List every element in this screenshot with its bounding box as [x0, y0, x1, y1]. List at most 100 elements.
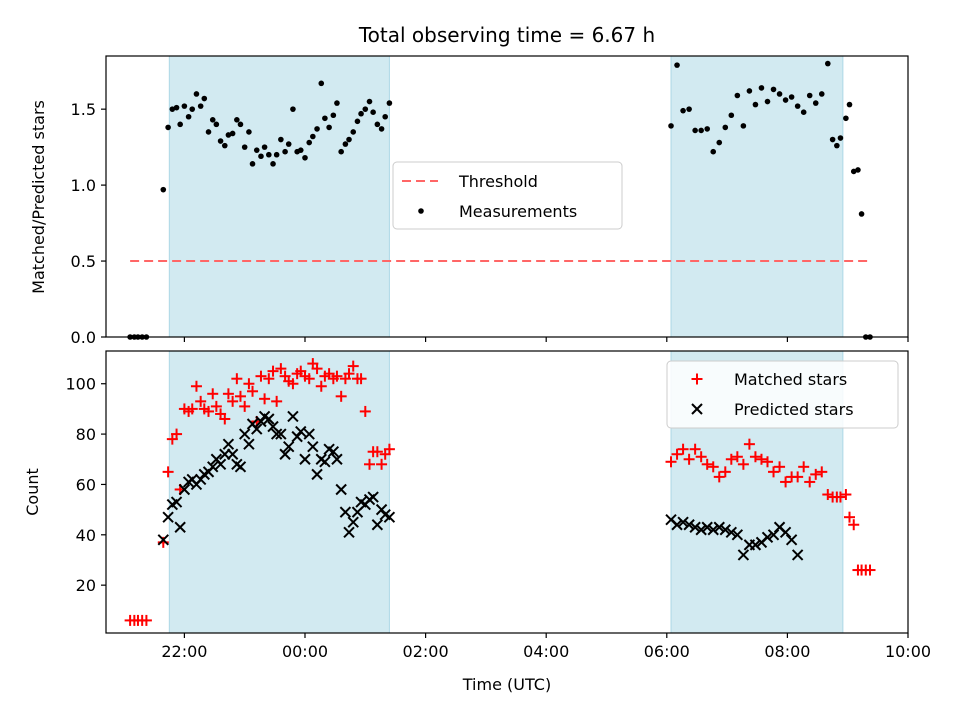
cross-b: [355, 496, 367, 508]
predicted-star-point: [178, 483, 191, 496]
predicted-star-point: [719, 524, 731, 536]
matched-star-point: [768, 466, 780, 478]
y-tick-label: 0.5: [71, 252, 96, 271]
matched-star-point: [222, 388, 234, 400]
legend-measurements-swatch: [418, 208, 424, 214]
predicted-star-point: [303, 428, 315, 440]
matched-star-point: [848, 519, 860, 531]
measurement-point: [237, 121, 244, 128]
measurement-point: [241, 144, 248, 150]
measurement-point: [318, 80, 325, 87]
matched-star-point: [186, 403, 198, 415]
cross-b: [234, 461, 247, 473]
measurement-point: [818, 91, 825, 97]
legend-matched-swatch: [691, 373, 703, 385]
predicted-star-point: [207, 461, 219, 473]
cross-b: [279, 448, 291, 460]
measurement-point: [680, 107, 686, 114]
cross-b: [767, 529, 780, 541]
matched-star-point: [234, 390, 246, 402]
matched-star-point: [287, 378, 299, 390]
measurement-point: [668, 123, 674, 129]
cross-b: [307, 440, 319, 453]
matched-star-point: [203, 405, 215, 417]
matched-star-point: [840, 489, 852, 501]
measurement-point: [782, 97, 789, 103]
cross-b: [761, 531, 774, 544]
measurement-point: [253, 147, 260, 153]
measurement-point: [812, 100, 819, 106]
y-tick-label: 40: [76, 526, 96, 545]
cross-b: [665, 513, 677, 526]
legend-matched-label: Matched stars: [734, 370, 847, 389]
y-tick-label: 1.5: [71, 100, 96, 119]
predicted-star-point: [270, 428, 283, 440]
cross-b: [367, 491, 379, 503]
measurement-point: [282, 148, 288, 155]
cross-b: [327, 446, 340, 458]
predicted-star-point: [671, 519, 683, 531]
matched-star-point: [816, 466, 828, 478]
cross-b: [263, 413, 275, 425]
x-axis-label: Time (UTC): [462, 675, 551, 694]
matched-star-point: [171, 428, 183, 440]
cross-b: [779, 526, 792, 538]
cross-b: [383, 511, 396, 523]
cross-b: [689, 521, 701, 533]
matched-star-point: [383, 443, 395, 455]
predicted-star-point: [234, 461, 247, 473]
x-tick-label: 08:00: [764, 642, 810, 661]
ratio-panel: 0.0 0.5 1.0 1.5 Matched/Predicted stars Thr…: [29, 55, 909, 347]
measurement-point: [197, 103, 204, 109]
matched-star-point: [219, 413, 231, 425]
measurement-point: [302, 154, 308, 161]
cross-b: [683, 519, 695, 531]
cross-b: [695, 524, 707, 536]
measurement-point: [858, 211, 865, 217]
predicted-star-point: [174, 521, 186, 533]
cross-b: [725, 526, 738, 538]
y-tick-label: 100: [65, 375, 96, 394]
matched-star-point: [376, 458, 388, 470]
measurement-point: [193, 91, 200, 97]
count-x-ticks: 22:00 00:00 02:00 04:00 06:00 08:00 10:00: [161, 633, 931, 661]
matched-star-point: [162, 466, 174, 478]
y-tick-label: 60: [76, 475, 96, 494]
measurement-point: [843, 115, 849, 122]
predicted-stars-points: [157, 410, 804, 561]
predicted-star-point: [287, 410, 299, 423]
cross-b: [243, 438, 255, 450]
matched-star-point: [335, 390, 347, 402]
predicted-star-point: [791, 549, 804, 561]
cross-b: [331, 453, 343, 465]
cross-b: [731, 529, 744, 541]
measurement-point: [370, 109, 376, 115]
measurement-point: [326, 124, 332, 131]
measurement-point: [362, 106, 369, 112]
matched-star-point: [804, 476, 816, 488]
count-y-ticks: 20 40 60 80 100: [65, 375, 106, 595]
measurement-point: [225, 132, 232, 138]
measurement-point: [290, 106, 296, 112]
predicted-star-point: [683, 519, 695, 531]
predicted-star-point: [339, 506, 352, 518]
predicted-star-point: [275, 428, 287, 440]
matched-star-point: [798, 461, 810, 473]
measurements-points: [127, 60, 873, 340]
predicted-star-point: [319, 456, 331, 468]
cross-b: [701, 521, 713, 533]
measurement-point: [354, 118, 361, 125]
measurement-point: [297, 147, 304, 153]
y-tick-label: 1.0: [71, 176, 96, 195]
measurement-point: [710, 148, 717, 155]
measurement-point: [173, 104, 180, 111]
matched-star-point: [677, 443, 689, 455]
matched-star-point: [364, 458, 376, 470]
cross-b: [713, 521, 725, 533]
measurement-point: [342, 141, 349, 147]
measurement-point: [734, 92, 741, 99]
measurement-point: [169, 106, 176, 112]
measurement-point: [692, 127, 698, 134]
cross-b: [174, 521, 186, 533]
cross-b: [251, 423, 263, 435]
